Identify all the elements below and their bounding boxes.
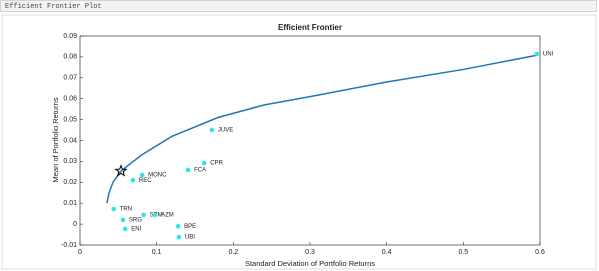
asset-label: CPR <box>210 161 223 167</box>
asset-point <box>139 172 145 178</box>
asset-label: UNI <box>543 52 554 58</box>
plot-area <box>79 35 541 246</box>
chart-title: Efficient Frontier <box>278 23 342 32</box>
asset-point <box>185 167 191 173</box>
asset-label: MONC <box>148 173 167 179</box>
y-tick-label: 0.09 <box>63 33 77 40</box>
asset-point <box>209 127 215 133</box>
y-tick-label: 0.05 <box>63 116 77 123</box>
asset-label: REC <box>139 178 152 184</box>
x-axis-label: Standard Deviation of Portfolio Returns <box>245 259 375 268</box>
x-tick-label: 0.5 <box>458 249 468 256</box>
asset-point <box>152 212 158 218</box>
asset-label: SRG <box>129 217 142 223</box>
frontier-line <box>106 54 538 204</box>
x-tick-label: 0.6 <box>535 249 545 256</box>
x-tick-label: 0.3 <box>305 249 315 256</box>
optimal-star <box>114 164 128 177</box>
y-tick-label: 0 <box>73 221 77 228</box>
x-tick-label: 0.1 <box>152 249 162 256</box>
asset-label: BPE <box>184 224 196 230</box>
asset-point <box>130 177 136 183</box>
asset-label: AZM <box>161 212 174 218</box>
asset-point <box>122 226 128 232</box>
y-tick-label: 0.08 <box>63 54 77 61</box>
window-title: Efficient Frontier Plot <box>0 0 597 12</box>
asset-label: ENI <box>131 226 141 232</box>
asset-label: JUVE <box>218 128 233 134</box>
asset-point <box>111 206 117 212</box>
asset-label: TRN <box>120 207 132 213</box>
y-axis-label: Mean of Portfolio Returns <box>51 97 60 182</box>
y-tick-label: 0.02 <box>63 179 77 186</box>
asset-point <box>176 234 182 240</box>
y-tick-label: 0.06 <box>63 96 77 103</box>
x-tick-label: 0.2 <box>228 249 238 256</box>
x-tick-label: 0.4 <box>382 249 392 256</box>
asset-point <box>141 212 146 218</box>
asset-label: FCA <box>194 168 206 174</box>
y-tick-label: 0.01 <box>63 200 77 207</box>
y-tick-label: -0.01 <box>61 242 77 249</box>
x-tick-label: 0 <box>78 249 82 256</box>
asset-point <box>120 217 126 223</box>
y-tick-label: 0.04 <box>63 137 77 144</box>
y-tick-label: 0.07 <box>63 75 77 82</box>
asset-point <box>534 51 540 57</box>
asset-point <box>175 223 181 229</box>
asset-point <box>201 160 207 166</box>
asset-label: UBI <box>185 235 195 241</box>
y-tick-label: 0.03 <box>63 158 77 165</box>
